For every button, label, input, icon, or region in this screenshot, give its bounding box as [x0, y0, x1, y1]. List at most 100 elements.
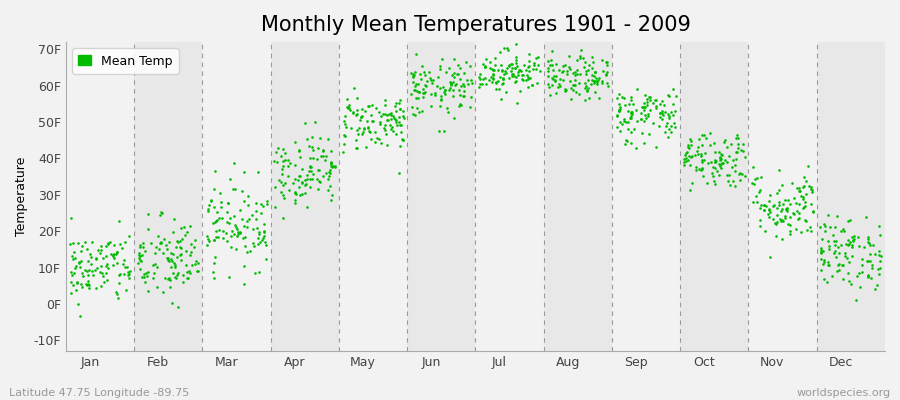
Point: [643, 94, 657, 100]
Point: [781, 196, 796, 203]
Point: [821, 258, 835, 265]
Point: [599, 59, 614, 66]
Point: [228, 186, 242, 193]
Point: [817, 259, 832, 265]
Point: [447, 70, 462, 76]
Point: [708, 159, 723, 166]
Point: [446, 74, 461, 80]
Point: [873, 265, 887, 271]
Point: [826, 232, 841, 238]
Point: [86, 271, 101, 278]
Point: [436, 84, 450, 90]
Point: [845, 243, 859, 250]
Point: [166, 260, 181, 266]
Point: [563, 78, 578, 84]
Point: [842, 236, 856, 243]
Point: [457, 70, 472, 76]
Point: [76, 272, 91, 279]
Point: [862, 251, 877, 257]
Point: [276, 194, 291, 201]
Point: [760, 211, 775, 217]
Point: [328, 164, 343, 170]
Point: [500, 70, 514, 76]
Point: [863, 242, 878, 248]
Point: [758, 228, 772, 234]
Point: [562, 64, 576, 70]
Point: [493, 96, 508, 102]
Point: [783, 222, 797, 228]
Point: [96, 278, 111, 285]
Point: [708, 149, 723, 156]
Point: [81, 278, 95, 284]
Point: [175, 225, 189, 231]
Point: [388, 116, 402, 122]
Point: [861, 274, 876, 280]
Bar: [271, 42, 339, 351]
Point: [342, 102, 356, 108]
Point: [209, 228, 223, 234]
Point: [212, 190, 227, 197]
Point: [549, 61, 563, 68]
Bar: [202, 42, 271, 351]
Point: [300, 204, 314, 210]
Point: [338, 113, 352, 119]
Point: [600, 79, 615, 86]
Point: [453, 92, 467, 98]
Point: [458, 58, 473, 65]
Point: [288, 190, 302, 196]
Point: [230, 233, 245, 240]
Point: [320, 187, 335, 193]
Point: [624, 96, 638, 103]
Point: [99, 270, 113, 276]
Point: [433, 102, 447, 109]
Point: [150, 284, 165, 290]
Point: [724, 141, 738, 147]
Point: [159, 255, 174, 261]
Point: [109, 289, 123, 296]
Point: [587, 73, 601, 80]
Point: [513, 67, 527, 73]
Point: [190, 260, 204, 267]
Point: [421, 69, 436, 76]
Point: [585, 77, 599, 83]
Point: [868, 286, 883, 292]
Point: [463, 104, 477, 110]
Point: [259, 256, 274, 262]
Point: [759, 202, 773, 209]
Point: [410, 87, 424, 94]
Point: [85, 261, 99, 268]
Point: [448, 81, 463, 87]
Point: [325, 192, 339, 198]
Point: [830, 268, 844, 274]
Bar: [544, 42, 612, 351]
Point: [441, 109, 455, 116]
Point: [541, 73, 555, 80]
Point: [852, 242, 867, 249]
Bar: [475, 42, 544, 351]
Point: [312, 167, 327, 174]
Point: [814, 246, 828, 253]
Point: [545, 74, 560, 81]
Point: [589, 69, 603, 75]
Point: [413, 71, 428, 77]
Point: [389, 118, 403, 125]
Point: [842, 241, 856, 248]
Point: [626, 100, 640, 107]
Point: [793, 188, 807, 195]
Point: [842, 239, 857, 246]
Point: [747, 181, 761, 187]
Point: [343, 106, 357, 113]
Point: [72, 259, 86, 265]
Point: [737, 173, 751, 179]
Point: [278, 149, 293, 156]
Point: [763, 254, 778, 260]
Point: [506, 70, 520, 77]
Point: [82, 285, 96, 291]
Point: [610, 95, 625, 101]
Point: [291, 176, 305, 183]
Point: [324, 160, 338, 167]
Point: [392, 119, 407, 126]
Point: [64, 279, 78, 285]
Point: [683, 162, 698, 168]
Point: [281, 173, 295, 179]
